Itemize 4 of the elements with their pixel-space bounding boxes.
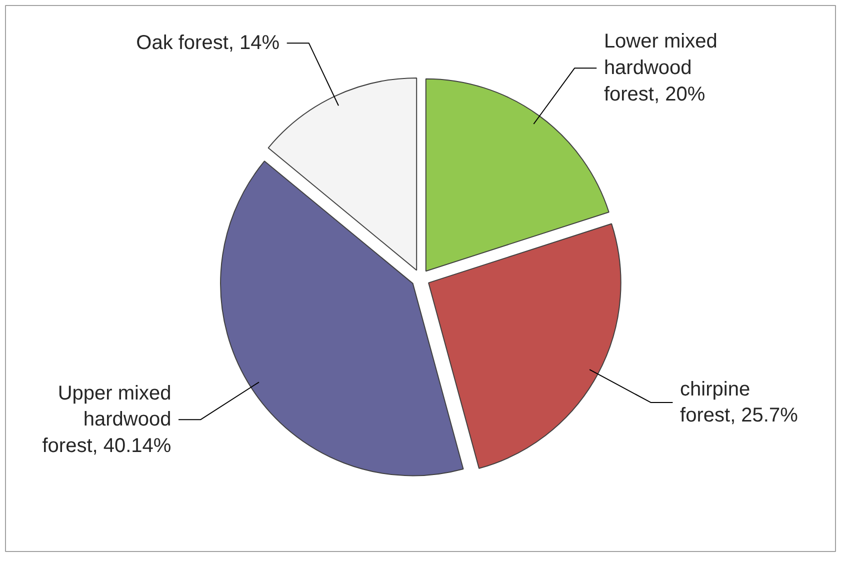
slice-label: chirpine forest, 25.7% [680, 378, 798, 427]
slice-label: Lower mixed hardwood forest, 20% [604, 30, 718, 106]
slice-label: Oak forest, 14% [136, 32, 280, 54]
slice-label: Upper mixed hardwood forest, 40.14% [42, 382, 172, 458]
